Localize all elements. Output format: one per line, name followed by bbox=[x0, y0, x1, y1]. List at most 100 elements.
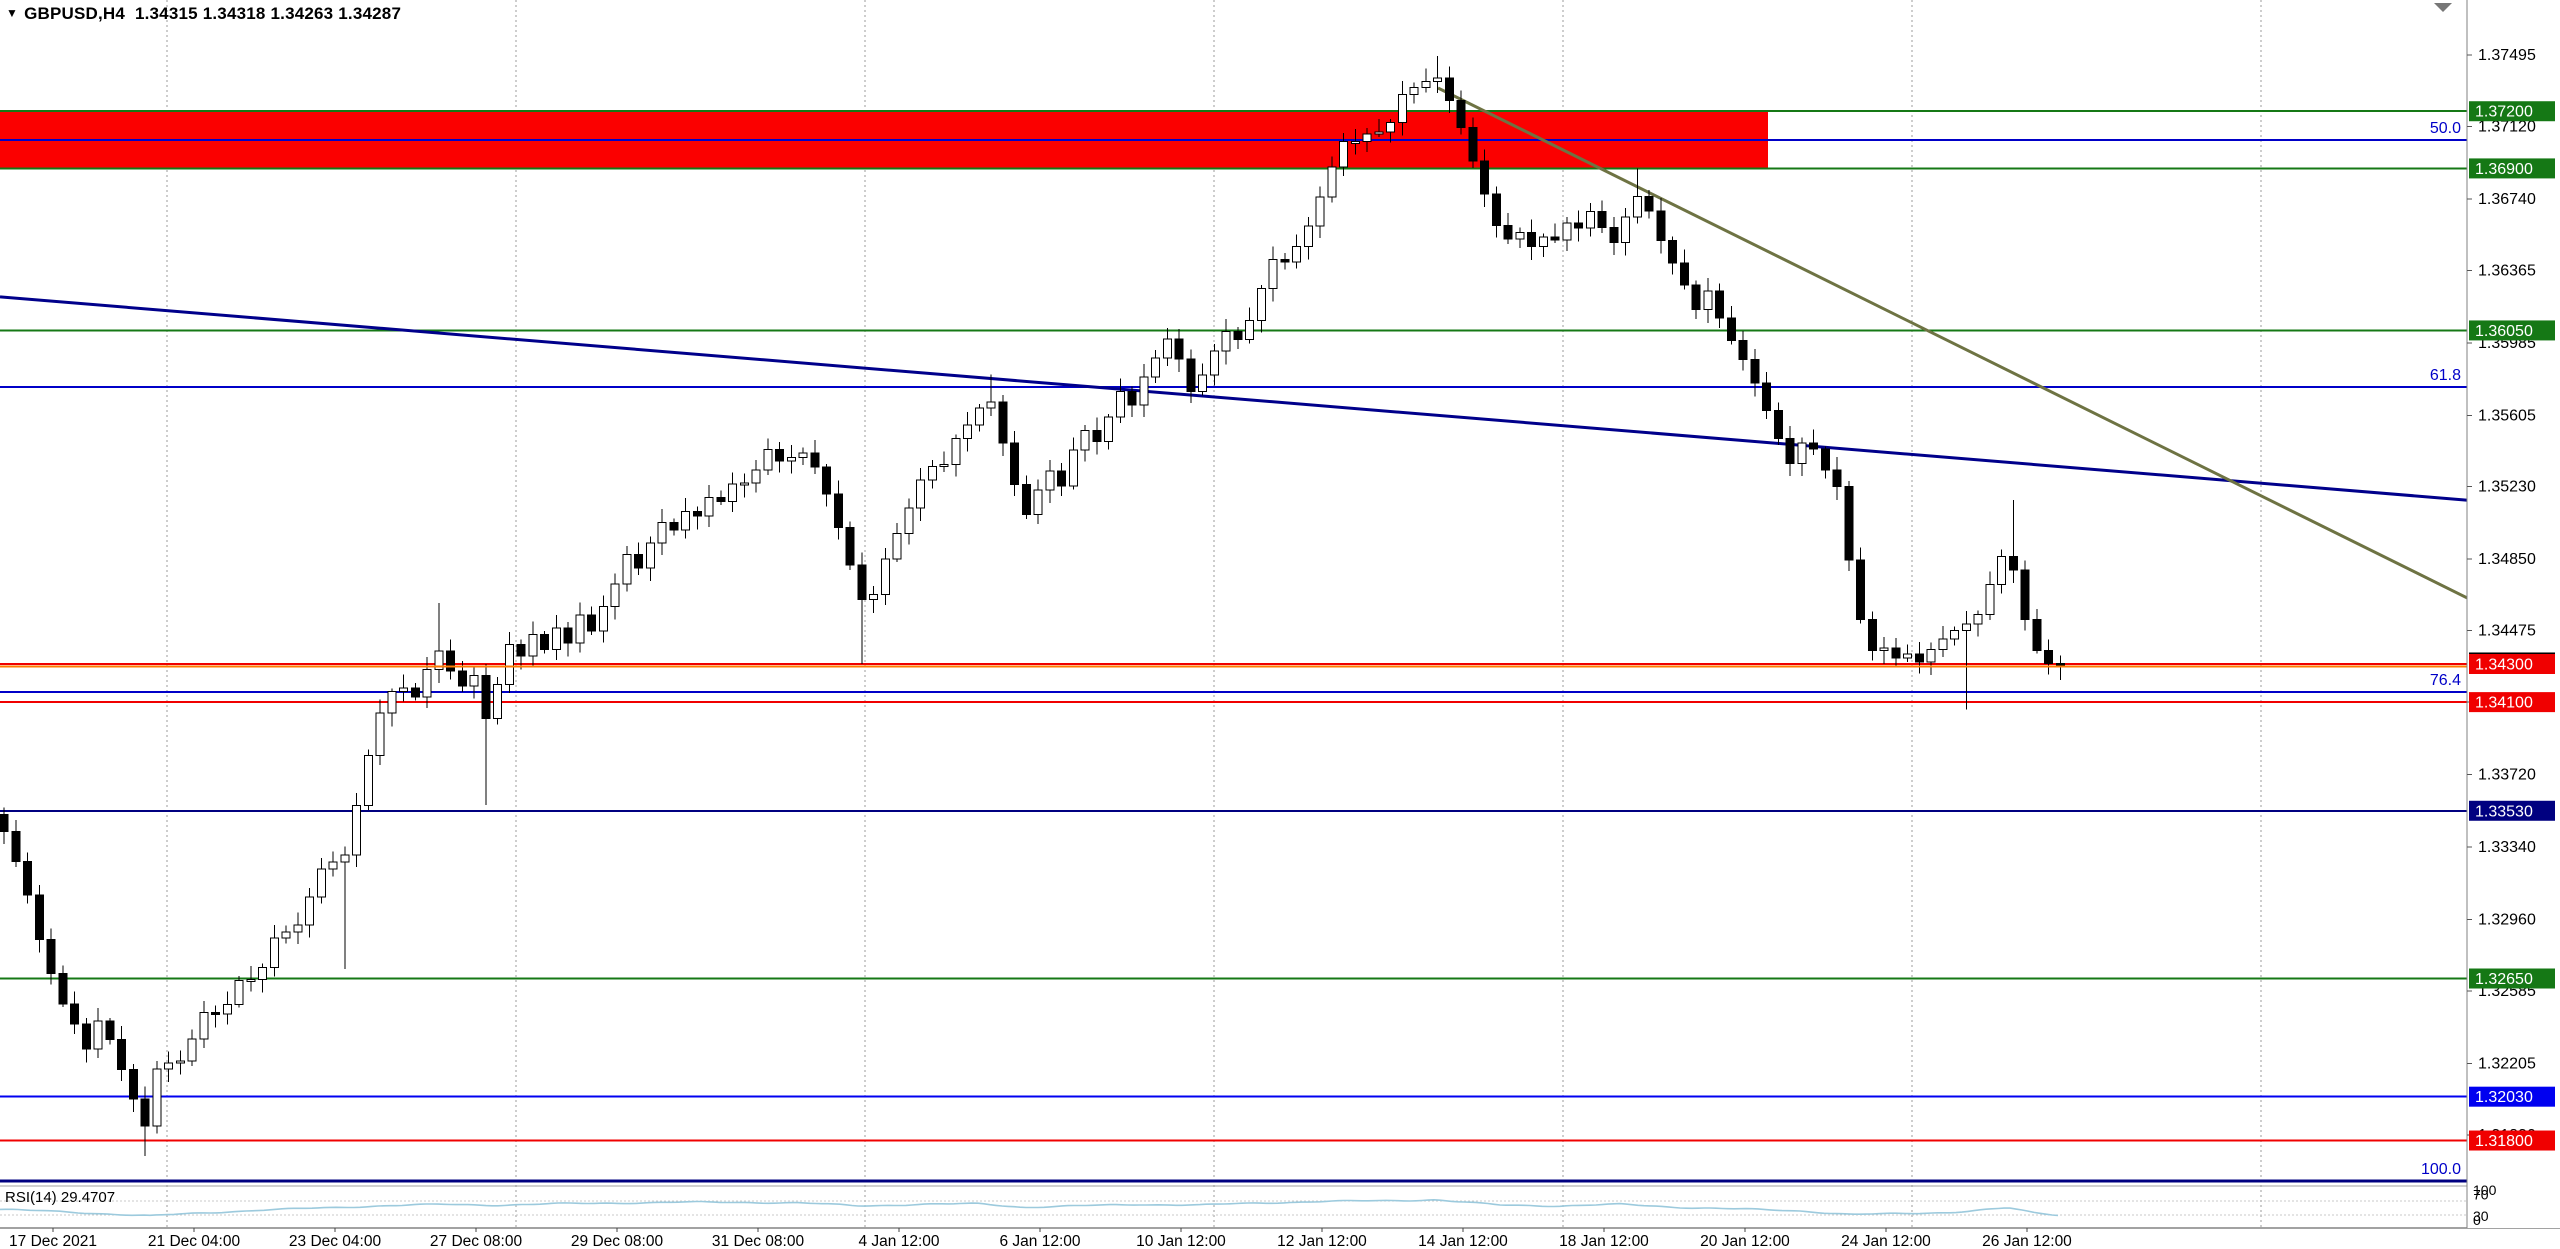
candle-down bbox=[1738, 339, 1748, 360]
svg-text:1.32960: 1.32960 bbox=[2478, 911, 2536, 928]
candle-down bbox=[857, 564, 867, 601]
candle-up bbox=[175, 1060, 185, 1064]
price-badge-1.34100 bbox=[2469, 692, 2555, 713]
candle-down bbox=[1891, 647, 1901, 659]
candle-down bbox=[1468, 126, 1478, 162]
svg-text:10 Jan 12:00: 10 Jan 12:00 bbox=[1136, 1233, 1226, 1249]
svg-text:14 Jan 12:00: 14 Jan 12:00 bbox=[1418, 1233, 1508, 1249]
rsi-line bbox=[0, 1198, 2059, 1217]
time-axis-labels: 17 Dec 2021 21 Dec 04:00 23 Dec 04:00 27 De… bbox=[9, 1228, 2072, 1249]
candle-up bbox=[328, 861, 338, 870]
candle-up bbox=[1068, 449, 1078, 487]
svg-text:1.36050: 1.36050 bbox=[2475, 323, 2533, 340]
candle-up bbox=[1621, 216, 1630, 244]
candle-up bbox=[939, 463, 949, 468]
candle-down bbox=[2032, 619, 2042, 652]
candle-down bbox=[1773, 410, 1783, 440]
svg-text:1.34100: 1.34100 bbox=[2475, 695, 2533, 712]
price-badge-1.33530 bbox=[2469, 800, 2555, 821]
price-badge-1.34300 bbox=[2469, 653, 2555, 674]
candle-up bbox=[963, 424, 972, 440]
rsi-subwindow[interactable] bbox=[0, 1185, 2560, 1217]
svg-text:1.34300: 1.34300 bbox=[2475, 656, 2533, 673]
candle-up bbox=[974, 407, 984, 426]
candle-down bbox=[81, 1023, 91, 1050]
candle-down bbox=[2008, 555, 2018, 571]
candle-down bbox=[1057, 470, 1066, 487]
chart-shift-marker-icon[interactable] bbox=[2434, 3, 2452, 12]
candle-down bbox=[70, 1003, 79, 1025]
candle-up bbox=[1080, 430, 1090, 451]
candle-up bbox=[892, 533, 902, 560]
candle-down bbox=[822, 466, 831, 495]
svg-text:1.33720: 1.33720 bbox=[2478, 767, 2536, 784]
candle-up bbox=[1938, 638, 1948, 650]
candle-up bbox=[1433, 77, 1442, 82]
candle-up bbox=[93, 1020, 103, 1050]
candle-down bbox=[1010, 442, 1019, 485]
candle-down bbox=[1503, 225, 1513, 240]
svg-text:100: 100 bbox=[2473, 1182, 2497, 1198]
svg-text:1.33340: 1.33340 bbox=[2478, 839, 2536, 856]
candle-up bbox=[1973, 613, 1983, 625]
candle-up bbox=[340, 854, 350, 863]
candle-down bbox=[1233, 331, 1243, 340]
svg-text:1.32030: 1.32030 bbox=[2475, 1089, 2533, 1106]
symbol-menu-arrow-icon[interactable]: ▼ bbox=[6, 6, 19, 20]
time-axis-strip[interactable] bbox=[0, 1228, 2560, 1249]
candle-up bbox=[387, 691, 397, 714]
candle-down bbox=[1597, 210, 1607, 229]
price-badge-1.32650 bbox=[2469, 968, 2555, 989]
candle-up bbox=[657, 521, 667, 544]
candle-down bbox=[2020, 569, 2030, 621]
candle-up bbox=[1538, 236, 1548, 248]
candle-up bbox=[399, 687, 408, 693]
svg-text:1.32650: 1.32650 bbox=[2475, 971, 2533, 988]
svg-text:24 Jan 12:00: 24 Jan 12:00 bbox=[1841, 1233, 1931, 1249]
candle-down bbox=[34, 894, 44, 940]
candle-up bbox=[1632, 195, 1642, 218]
candle-down bbox=[810, 452, 820, 468]
candle-up bbox=[1104, 416, 1113, 442]
candle-up bbox=[305, 896, 314, 926]
candle-up bbox=[187, 1038, 197, 1062]
candle-down bbox=[845, 526, 855, 566]
candle-down bbox=[481, 674, 491, 719]
candle-down bbox=[634, 554, 643, 569]
candle-up bbox=[375, 712, 385, 757]
candle-down bbox=[1644, 195, 1654, 212]
candle-down bbox=[1186, 358, 1196, 393]
candle-up bbox=[281, 931, 291, 939]
candle-up bbox=[916, 479, 925, 509]
svg-text:1.33530: 1.33530 bbox=[2475, 803, 2533, 820]
candle-down bbox=[833, 493, 843, 528]
candle-down bbox=[1280, 258, 1290, 263]
candle-down bbox=[1127, 391, 1137, 406]
candle-up bbox=[1339, 140, 1348, 168]
candle-down bbox=[46, 938, 56, 975]
candle-up bbox=[352, 805, 361, 856]
candle-down bbox=[516, 644, 526, 657]
candle-down bbox=[2044, 650, 2053, 665]
candle-down bbox=[1456, 99, 1466, 128]
candle-up bbox=[1585, 210, 1595, 229]
price-axis[interactable]: 1.374951.371201.367401.363651.359851.356… bbox=[2466, 0, 2560, 1228]
price-badge-1.32030 bbox=[2469, 1086, 2555, 1107]
candle-down bbox=[563, 627, 573, 644]
candle-up bbox=[1221, 331, 1231, 352]
candle-up bbox=[1139, 376, 1149, 406]
candle-up bbox=[422, 669, 432, 698]
candle-up bbox=[1245, 320, 1254, 340]
candle-down bbox=[775, 449, 784, 462]
candle-up bbox=[1315, 196, 1325, 227]
candle-up bbox=[199, 1012, 209, 1040]
svg-text:1.31800: 1.31800 bbox=[2475, 1133, 2533, 1150]
candle-up bbox=[246, 978, 256, 982]
svg-text:1.37200: 1.37200 bbox=[2475, 104, 2533, 121]
svg-text:17 Dec 2021: 17 Dec 2021 bbox=[9, 1233, 97, 1249]
candle-up bbox=[1350, 140, 1360, 144]
candle-up bbox=[786, 457, 796, 462]
candle-up bbox=[434, 650, 444, 671]
